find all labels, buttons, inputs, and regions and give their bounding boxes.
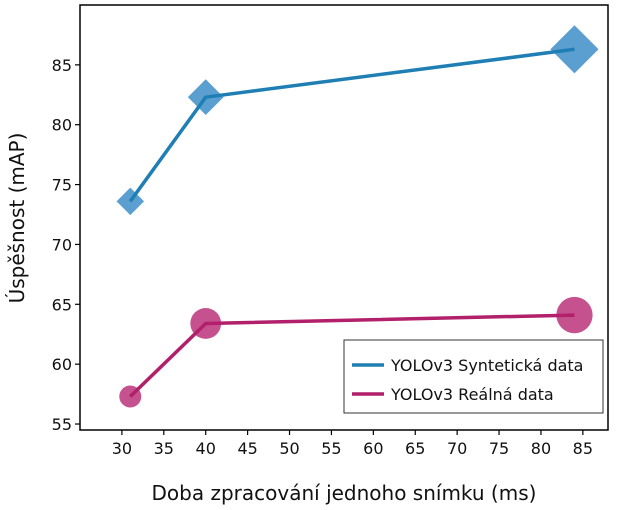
x-tick-label: 75: [489, 439, 509, 458]
plot-frame: [79, 4, 609, 431]
x-tick-label: 35: [154, 439, 174, 458]
y-tick-label: 60: [52, 355, 72, 374]
y-tick-label: 65: [52, 295, 72, 314]
x-tick-label: 40: [196, 439, 216, 458]
legend-label-real: YOLOv3 Reálná data: [390, 385, 554, 404]
x-tick-label: 70: [447, 439, 467, 458]
x-tick-label: 65: [405, 439, 425, 458]
y-tick-label: 70: [52, 235, 72, 254]
y-axis-ticks: 55 60 65 70 75 80 85: [52, 56, 80, 434]
x-tick-label: 55: [321, 439, 341, 458]
y-tick-label: 85: [52, 56, 72, 75]
y-tick-label: 75: [52, 176, 72, 195]
y-tick-label: 55: [52, 415, 72, 434]
x-tick-label: 45: [237, 439, 257, 458]
x-axis-title: Doba zpracování jednoho snímku (ms): [152, 481, 537, 505]
x-tick-label: 60: [363, 439, 383, 458]
x-tick-label: 50: [279, 439, 299, 458]
legend: YOLOv3 Syntetická data YOLOv3 Reálná dat…: [343, 339, 604, 414]
y-tick-label: 80: [52, 116, 72, 135]
x-axis-ticks: 30 35 40 45 50 55 60 65 70 75 80 85: [112, 430, 593, 458]
x-tick-label: 85: [573, 439, 593, 458]
y-axis-title: Úspěšnost (mAP): [5, 133, 29, 304]
x-tick-label: 80: [531, 439, 551, 458]
series-line-real: [129, 313, 575, 398]
series-line-synthetic: [128, 47, 575, 203]
legend-label-synthetic: YOLOv3 Syntetická data: [390, 356, 583, 375]
series-layer: [116, 25, 599, 408]
legend-box: [343, 339, 604, 414]
x-tick-label: 30: [112, 439, 132, 458]
